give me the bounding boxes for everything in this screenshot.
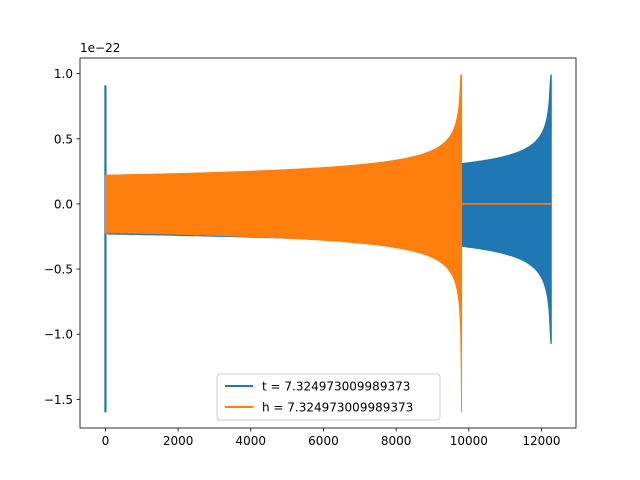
- y-tick-label: −1.0: [44, 328, 73, 342]
- y-offset-label: 1e−22: [80, 41, 120, 55]
- y-tick-label: 0.5: [54, 132, 73, 146]
- y-axis: 1.0 0.5 0.0 −0.5 −1.0 −1.5: [44, 67, 80, 407]
- x-tick-label: 0: [102, 434, 110, 448]
- series-h-envelope: [104, 74, 463, 413]
- x-tick-label: 8000: [381, 434, 412, 448]
- legend: t = 7.324973009989373 h = 7.3249730099893…: [216, 373, 441, 421]
- x-tick-label: 10000: [450, 434, 488, 448]
- axes-frame: [79, 57, 577, 429]
- x-tick-label: 2000: [163, 434, 194, 448]
- x-tick-label: 12000: [522, 434, 560, 448]
- y-tick-label: −0.5: [44, 263, 73, 277]
- x-tick-label: 6000: [308, 434, 339, 448]
- y-tick-label: −1.5: [44, 393, 73, 407]
- x-tick-label: 4000: [236, 434, 267, 448]
- legend-label: t = 7.324973009989373: [262, 380, 410, 394]
- series-layer: [104, 74, 552, 413]
- legend-box: [216, 373, 441, 421]
- y-tick-label: 0.0: [54, 197, 73, 211]
- y-tick-label: 1.0: [54, 67, 73, 81]
- legend-label: h = 7.324973009989373: [262, 401, 413, 415]
- x-axis: 0 2000 4000 6000 8000 10000 12000: [102, 428, 561, 448]
